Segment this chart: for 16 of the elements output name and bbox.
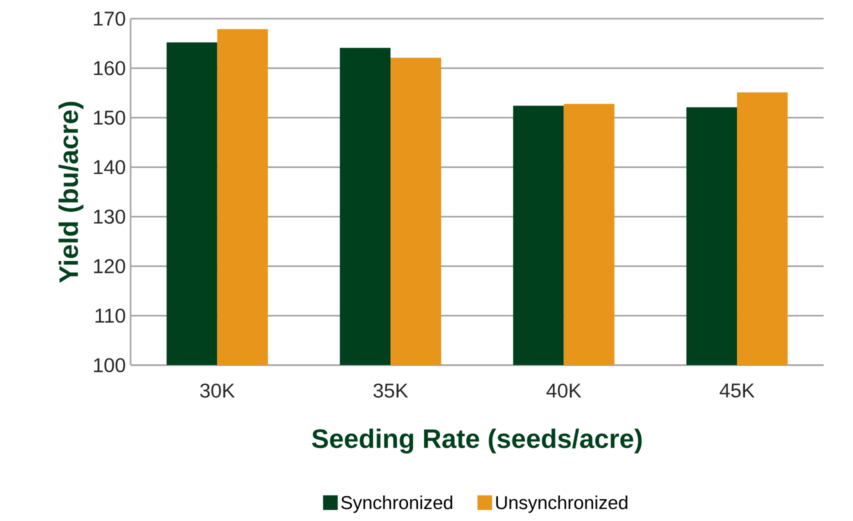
x-tick-label: 40K	[546, 384, 582, 398]
legend-label: Unsynchronized	[496, 495, 628, 513]
y-tick-label: 120	[94, 259, 126, 274]
y-tick-label: 100	[94, 358, 126, 372]
y-tick-label: 160	[94, 61, 126, 76]
legend-label: Synchronized	[341, 495, 452, 513]
x-tick-label: 35K	[373, 384, 408, 398]
y-axis-title: Yield (bu/acre)	[58, 102, 84, 283]
y-tick-label: 170	[94, 12, 126, 26]
x-axis-title: Seeding Rate (seeds/acre)	[312, 428, 642, 454]
y-tick-label: 130	[94, 210, 126, 224]
y-tick-label: 140	[94, 160, 126, 174]
y-tick-label: 150	[94, 110, 126, 125]
x-tick-label: 45K	[720, 384, 755, 398]
y-tick-label: 110	[96, 308, 126, 323]
x-tick-label: 30K	[200, 384, 235, 398]
